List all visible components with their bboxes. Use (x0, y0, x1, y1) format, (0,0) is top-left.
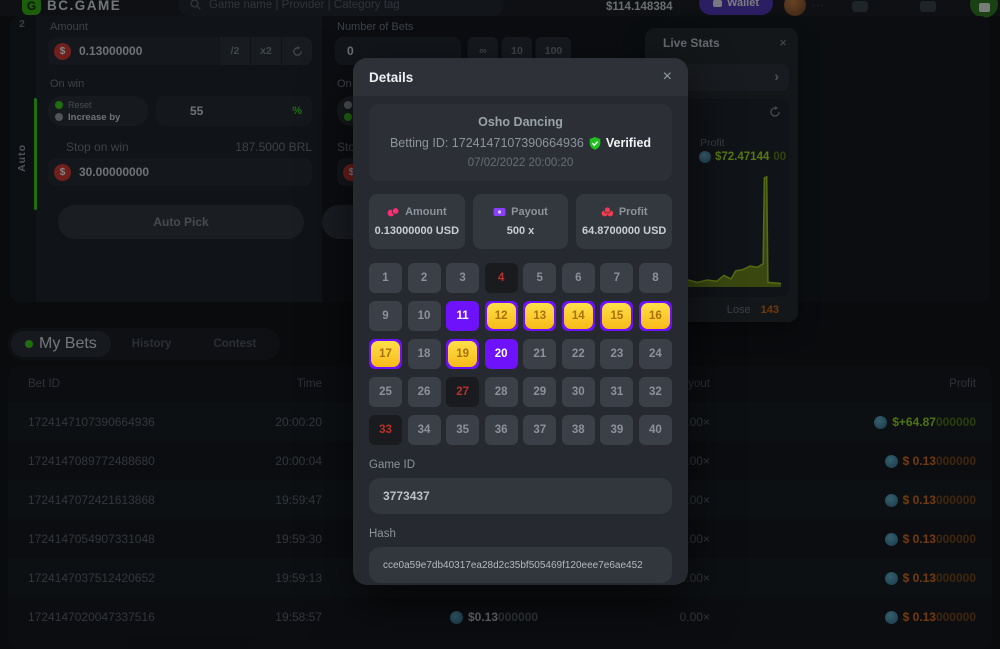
keno-number-32: 32 (638, 377, 672, 407)
keno-number-17: 17 (369, 339, 402, 369)
bet-summary: Osho Dancing Betting ID: 172414710739066… (369, 104, 672, 181)
verified-shield-icon (589, 136, 601, 150)
keno-number-23: 23 (600, 339, 634, 369)
hit-chip: 15 (602, 303, 632, 329)
keno-number-21: 21 (523, 339, 557, 369)
keno-number-34: 34 (407, 415, 441, 445)
keno-number-35: 35 (446, 415, 480, 445)
hit-chip: 17 (371, 341, 400, 367)
keno-number-15: 15 (600, 301, 634, 331)
keno-number-30: 30 (561, 377, 595, 407)
keno-number-18: 18 (407, 339, 441, 369)
keno-number-37: 37 (523, 415, 557, 445)
keno-number-12: 12 (484, 301, 518, 331)
hash-label: Hash (369, 528, 396, 540)
keno-number-28: 28 (484, 377, 518, 407)
verified-label: Verified (605, 136, 652, 150)
modal-title: Details (369, 69, 414, 85)
profit-stat-box: Profit 64.8700000 USD (576, 194, 673, 249)
hash-field[interactable]: cce0a59e7db40317ea28d2c35bf505469f120eee… (369, 547, 672, 583)
keno-number-10: 10 (407, 301, 441, 331)
hit-chip: 19 (448, 341, 478, 367)
close-icon[interactable]: × (662, 68, 672, 85)
keno-number-40: 40 (638, 415, 672, 445)
betting-id: Betting ID: 1724147107390664936 (389, 136, 584, 150)
banknote-icon (493, 208, 506, 216)
keno-number-31: 31 (600, 377, 634, 407)
keno-number-14: 14 (561, 301, 595, 331)
keno-number-19: 19 (446, 339, 480, 369)
keno-number-7: 7 (600, 263, 634, 293)
hit-chip: 13 (525, 303, 555, 329)
modal-header: Details × (353, 58, 688, 96)
keno-number-4: 4 (484, 263, 518, 293)
keno-number-8: 8 (638, 263, 672, 293)
keno-number-22: 22 (561, 339, 595, 369)
keno-number-1: 1 (369, 263, 402, 293)
payout-stat-box: Payout 500 x (472, 194, 569, 249)
keno-number-16: 16 (638, 301, 672, 331)
bet-stat-boxes: Amount 0.13000000 USD Payout 500 x (369, 194, 673, 249)
player-name: Osho Dancing (478, 115, 563, 129)
keno-number-29: 29 (523, 377, 557, 407)
hit-chip: 14 (563, 303, 593, 329)
keno-number-27: 27 (446, 377, 480, 407)
keno-number-39: 39 (600, 415, 634, 445)
keno-number-6: 6 (561, 263, 595, 293)
game-id-field[interactable]: 3773437 (369, 478, 672, 514)
keno-number-36: 36 (484, 415, 518, 445)
keno-number-20: 20 (484, 339, 518, 369)
bet-datetime: 07/02/2022 20:00:20 (467, 157, 574, 169)
keno-number-5: 5 (523, 263, 557, 293)
coins-icon (387, 207, 400, 217)
bet-details-modal: Details × Osho Dancing Betting ID: 17241… (353, 58, 688, 585)
keno-number-24: 24 (638, 339, 672, 369)
profit-coins-icon (601, 207, 614, 217)
keno-number-grid: 1 2 3 4 5 6 7 8 9 10 11 12 13 14 15 16 17 18 19 20 21 22 23 24 2… (369, 263, 672, 445)
hit-chip: 16 (640, 303, 670, 329)
keno-number-38: 38 (561, 415, 595, 445)
game-id-label: Game ID (369, 459, 416, 471)
amount-stat-box: Amount 0.13000000 USD (369, 194, 465, 249)
keno-number-26: 26 (407, 377, 441, 407)
keno-number-25: 25 (369, 377, 402, 407)
keno-number-2: 2 (407, 263, 441, 293)
keno-number-33: 33 (369, 415, 402, 445)
keno-number-3: 3 (446, 263, 480, 293)
keno-number-13: 13 (523, 301, 557, 331)
keno-number-11: 11 (446, 301, 480, 331)
hit-chip: 12 (486, 303, 516, 329)
keno-number-9: 9 (369, 301, 402, 331)
